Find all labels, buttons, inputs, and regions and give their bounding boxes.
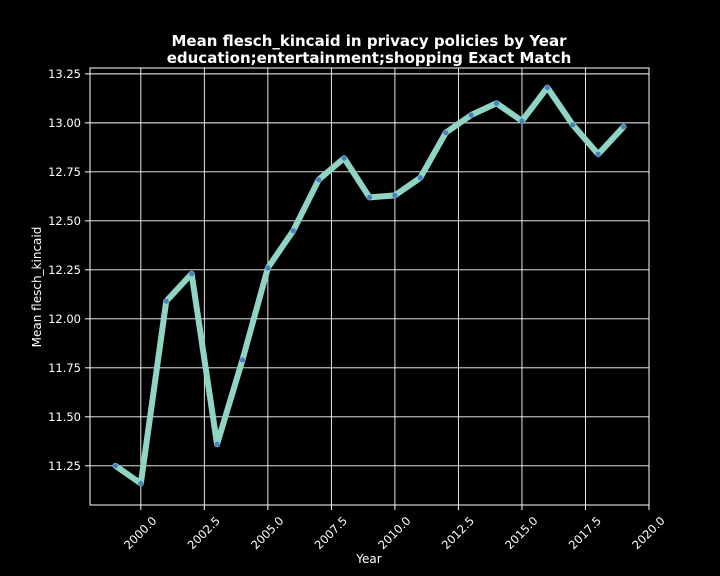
data-point [112, 463, 119, 469]
data-point [468, 112, 474, 118]
plot-frame [89, 67, 650, 506]
y-tick-label: 12.75 [48, 165, 81, 179]
data-point [443, 130, 449, 136]
data-point [189, 271, 195, 277]
chart-title-line2: education;entertainment;shopping Exact M… [167, 49, 572, 67]
data-point [595, 151, 601, 157]
data-point [570, 122, 576, 128]
data-point [544, 84, 550, 91]
y-tick-label: 13.25 [48, 67, 81, 81]
chart-title-line1: Mean flesch_kincaid in privacy policies … [171, 32, 567, 50]
y-tick-label: 12.25 [48, 263, 81, 277]
y-tick-label: 13.00 [48, 116, 81, 130]
grid-layer [85, 68, 650, 510]
data-point [290, 228, 296, 234]
data-point [316, 177, 322, 183]
data-point [493, 100, 500, 106]
data-point [417, 175, 423, 181]
data-point [366, 194, 373, 200]
y-tick-label: 11.25 [48, 459, 81, 473]
y-tick-labels: 11.25 11.50 11.75 12.00 12.25 12.50 12.75 13.00… [48, 67, 81, 473]
data-point [392, 192, 398, 198]
data-point [214, 441, 220, 447]
x-axis-label: Year [355, 552, 381, 566]
data-point [265, 265, 271, 271]
y-tick-label: 12.50 [48, 214, 81, 228]
y-tick-label: 11.75 [48, 361, 81, 375]
y-axis-label: Mean flesch_kincaid [30, 227, 44, 348]
y-tick-label: 12.00 [48, 312, 81, 326]
data-point [239, 357, 246, 363]
data-point [341, 155, 347, 161]
y-tick-label: 11.50 [48, 410, 81, 424]
series-layer [112, 84, 627, 487]
data-point [138, 480, 144, 487]
data-point [620, 124, 627, 130]
data-point [163, 298, 169, 304]
data-point [519, 118, 525, 124]
